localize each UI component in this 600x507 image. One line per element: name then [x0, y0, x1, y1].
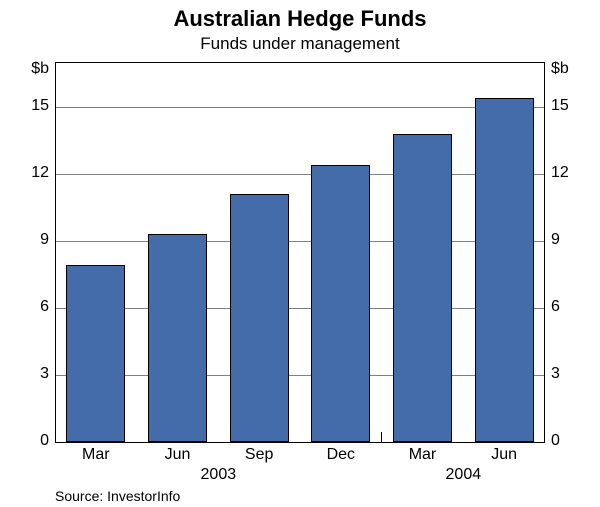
ytick-left: 0	[0, 432, 49, 450]
chart-source: Source: InvestorInfo	[55, 488, 180, 504]
ytick-right: 0	[551, 432, 560, 450]
plot-border	[55, 62, 545, 442]
ytick-right: 9	[551, 231, 560, 249]
bar	[230, 194, 289, 442]
xtick-label: Jun	[463, 446, 545, 464]
year-divider-tick	[381, 432, 382, 442]
ytick-right: 15	[551, 97, 569, 115]
bar	[148, 234, 207, 442]
chart-title: Australian Hedge Funds	[0, 6, 600, 32]
ytick-left: 6	[0, 298, 49, 316]
year-label: 2004	[382, 466, 545, 484]
year-label: 2003	[55, 466, 382, 484]
gridline	[55, 107, 545, 108]
ytick-left: 3	[0, 365, 49, 383]
plot-area	[55, 62, 545, 442]
gridline	[55, 308, 545, 309]
bar	[393, 134, 452, 442]
xtick-label: Sep	[218, 446, 300, 464]
gridline	[55, 241, 545, 242]
bar	[475, 98, 534, 442]
ytick-right: 12	[551, 164, 569, 182]
x-axis-line	[55, 442, 545, 443]
ytick-right: 6	[551, 298, 560, 316]
ytick-left: 15	[0, 97, 49, 115]
ytick-right: 3	[551, 365, 560, 383]
ytick-left: 12	[0, 164, 49, 182]
bar	[66, 265, 125, 442]
gridline	[55, 174, 545, 175]
chart-container: { "title": "Australian Hedge Funds", "su…	[0, 0, 600, 507]
bar	[311, 165, 370, 442]
xtick-label: Jun	[137, 446, 219, 464]
ytick-left: 9	[0, 231, 49, 249]
gridline	[55, 375, 545, 376]
xtick-label: Mar	[55, 446, 137, 464]
xtick-label: Dec	[300, 446, 382, 464]
xtick-label: Mar	[382, 446, 464, 464]
chart-subtitle: Funds under management	[0, 34, 600, 54]
y-unit-left: $b	[0, 60, 49, 78]
y-unit-right: $b	[551, 60, 569, 78]
